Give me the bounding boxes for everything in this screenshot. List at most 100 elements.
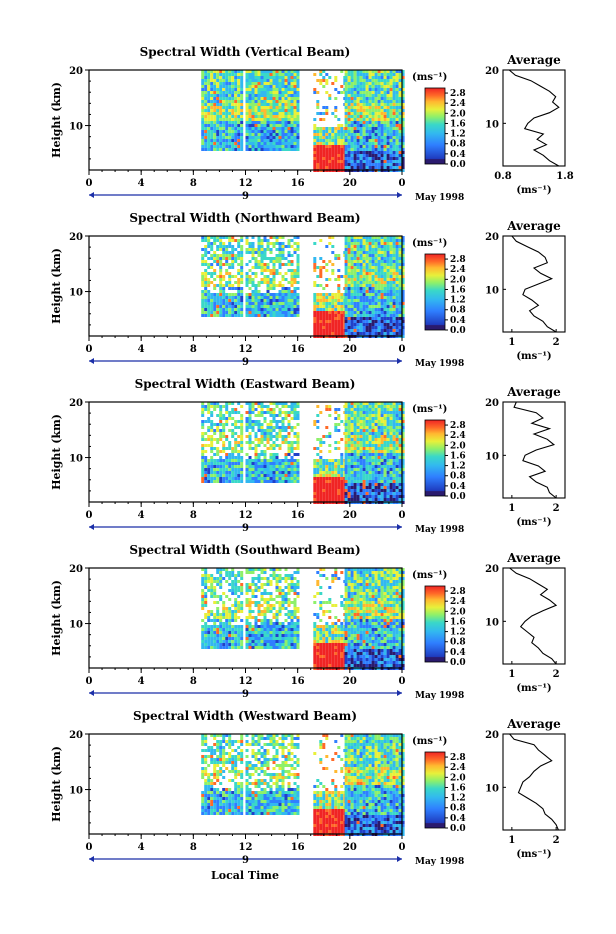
date-arrow-right <box>397 358 402 364</box>
colorbar <box>425 254 445 330</box>
local-time-label: Local Time <box>211 869 279 882</box>
colorbar-tick-label: 1.6 <box>450 451 466 461</box>
colorbar-tick-label: 0.8 <box>450 140 466 150</box>
colorbar-unit: (ms⁻¹) <box>412 238 447 249</box>
y-tick-label: 10 <box>69 288 83 299</box>
colorbar-unit: (ms⁻¹) <box>412 404 447 415</box>
average-y-tick-label: 20 <box>485 66 499 77</box>
colorbar-tick-label: 2.8 <box>450 255 466 265</box>
panel-title: Spectral Width (Northward Beam) <box>129 211 360 225</box>
average-line <box>509 70 559 166</box>
y-tick-label: 10 <box>69 620 83 631</box>
x-tick-label: 12 <box>239 178 253 189</box>
colorbar-unit: (ms⁻¹) <box>412 72 447 83</box>
x-tick-label: 0 <box>399 344 406 355</box>
average-x-tick-label: 1 <box>508 835 515 846</box>
average-xlabel: (ms⁻¹) <box>516 849 551 860</box>
colorbar-tick-label: 2.8 <box>450 587 466 597</box>
panel-0: Spectral Width (Vertical Beam)2010Height… <box>50 45 574 203</box>
average-y-tick-label: 20 <box>485 564 499 575</box>
panel-2: Spectral Width (Eastward Beam)2010Height… <box>50 377 565 535</box>
date-label: 9 <box>242 855 249 866</box>
x-tick-label: 20 <box>343 842 357 853</box>
x-tick-label: 12 <box>239 510 253 521</box>
colorbar-tick-label: 1.6 <box>450 285 466 295</box>
colorbar-tick-label: 1.2 <box>450 794 466 804</box>
average-y-tick-label: 10 <box>485 617 499 628</box>
average-xlabel: (ms⁻¹) <box>516 683 551 694</box>
colorbar-tick-label: 1.6 <box>450 783 466 793</box>
panel-title: Spectral Width (Vertical Beam) <box>140 45 351 59</box>
colorbar-tick-label: 2.0 <box>450 607 466 617</box>
average-title: Average <box>506 219 561 233</box>
x-tick-label: 8 <box>190 842 197 853</box>
average-title: Average <box>506 717 561 731</box>
x-tick-label: 12 <box>239 344 253 355</box>
colorbar-tick-label: 2.4 <box>450 99 466 109</box>
date-label: 9 <box>242 689 249 700</box>
x-tick-label: 16 <box>291 842 305 853</box>
x-tick-label: 12 <box>239 676 253 687</box>
colorbar-unit: (ms⁻¹) <box>412 736 447 747</box>
x-tick-label: 12 <box>239 842 253 853</box>
colorbar-tick-label: 0.0 <box>450 824 466 834</box>
colorbar-tick-label: 1.2 <box>450 296 466 306</box>
colorbar <box>425 420 445 496</box>
average-line <box>512 236 556 332</box>
x-tick-label: 20 <box>343 510 357 521</box>
x-tick-label: 20 <box>343 178 357 189</box>
heatmap-cells <box>201 568 404 670</box>
average-y-tick-label: 10 <box>485 285 499 296</box>
x-tick-label: 0 <box>86 510 93 521</box>
average-line <box>510 734 559 830</box>
panel-1: Spectral Width (Northward Beam)2010Heigh… <box>50 211 565 369</box>
average-x-tick-label: 2 <box>553 835 560 846</box>
average-y-tick-label: 10 <box>485 451 499 462</box>
average-title: Average <box>506 551 561 565</box>
y-tick-label: 10 <box>69 122 83 133</box>
colorbar-unit: (ms⁻¹) <box>412 570 447 581</box>
y-tick-label: 10 <box>69 454 83 465</box>
average-frame <box>503 402 565 498</box>
average-frame <box>503 568 565 664</box>
colorbar-tick-label: 0.8 <box>450 638 466 648</box>
y-tick-label: 20 <box>69 398 83 409</box>
heatmap-cells <box>201 734 404 836</box>
colorbar-tick-label: 2.4 <box>450 763 466 773</box>
x-tick-label: 4 <box>138 842 145 853</box>
x-tick-label: 16 <box>291 676 305 687</box>
average-x-tick-label: 2 <box>553 337 560 348</box>
x-tick-label: 0 <box>399 676 406 687</box>
colorbar-tick-label: 2.0 <box>450 441 466 451</box>
average-frame <box>503 734 565 830</box>
month-label: May 1998 <box>415 193 464 203</box>
average-xlabel: (ms⁻¹) <box>516 185 551 196</box>
x-tick-label: 4 <box>138 510 145 521</box>
colorbar-tick-label: 0.0 <box>450 326 466 336</box>
date-arrow-right <box>397 524 402 530</box>
colorbar-tick-label: 2.4 <box>450 265 466 275</box>
y-axis-label: Height (km) <box>50 414 63 490</box>
colorbar-tick-label: 0.4 <box>450 814 466 824</box>
x-tick-label: 16 <box>291 344 305 355</box>
colorbar-tick-label: 2.8 <box>450 89 466 99</box>
colorbar-tick-label: 0.0 <box>450 160 466 170</box>
x-tick-label: 4 <box>138 676 145 687</box>
colorbar-tick-label: 1.2 <box>450 628 466 638</box>
y-axis-label: Height (km) <box>50 580 63 656</box>
average-y-tick-label: 20 <box>485 398 499 409</box>
date-arrow-left <box>89 856 94 862</box>
colorbar-tick-label: 0.4 <box>450 648 466 658</box>
panel-4: Spectral Width (Westward Beam)2010Height… <box>50 709 565 867</box>
date-arrow-right <box>397 690 402 696</box>
average-y-tick-label: 20 <box>485 232 499 243</box>
x-tick-label: 0 <box>86 676 93 687</box>
colorbar-tick-label: 2.0 <box>450 275 466 285</box>
colorbar-tick-label: 1.6 <box>450 617 466 627</box>
date-arrow-left <box>89 524 94 530</box>
x-tick-label: 8 <box>190 676 197 687</box>
average-x-tick-label: 1 <box>508 337 515 348</box>
x-tick-label: 8 <box>190 510 197 521</box>
average-x-tick-label: 1 <box>508 503 515 514</box>
